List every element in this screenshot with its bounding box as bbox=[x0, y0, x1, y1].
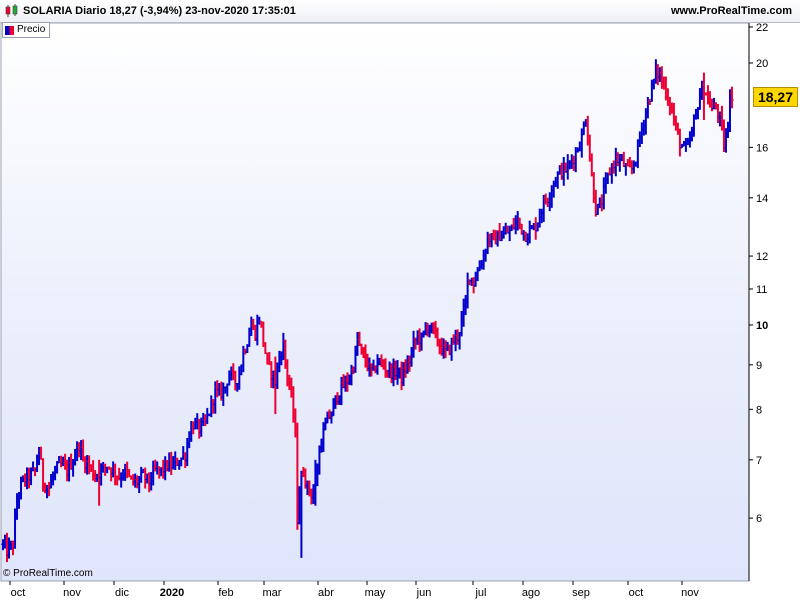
x-tick-label: may bbox=[365, 587, 386, 599]
x-tick-label: oct bbox=[11, 587, 26, 599]
legend-swatch-icon bbox=[5, 25, 14, 35]
y-tick-label: 6 bbox=[756, 513, 762, 525]
x-tick-label: ago bbox=[522, 587, 540, 599]
x-tick-label: oct bbox=[629, 587, 644, 599]
chart-title: SOLARIA Diario 18,27 (-3,94%) 23-nov-202… bbox=[23, 5, 296, 17]
x-tick-label: sep bbox=[572, 587, 590, 599]
x-tick-label: abr bbox=[318, 587, 334, 599]
ohlc-bar bbox=[729, 86, 734, 109]
x-tick-label: jun bbox=[416, 587, 432, 599]
legend-precio[interactable]: Precio bbox=[2, 22, 51, 38]
last-price-badge: 18,27 bbox=[753, 87, 798, 107]
copyright-text: © ProRealTime.com bbox=[3, 568, 93, 579]
ohlc-bars bbox=[1, 59, 734, 563]
x-tick-label: nov bbox=[681, 587, 699, 599]
y-tick-label: 8 bbox=[756, 404, 762, 416]
legend-label: Precio bbox=[17, 24, 46, 35]
x-tick-label: jul bbox=[474, 587, 486, 599]
y-tick-label: 20 bbox=[756, 58, 768, 70]
y-tick-label: 7 bbox=[756, 455, 762, 467]
x-tick-label: mar bbox=[263, 587, 282, 599]
chart-titlebar: SOLARIA Diario 18,27 (-3,94%) 23-nov-202… bbox=[0, 0, 800, 23]
x-tick-label: feb bbox=[218, 587, 233, 599]
candlestick-icon bbox=[5, 4, 18, 17]
y-tick-label: 9 bbox=[756, 360, 762, 372]
y-tick-label: 16 bbox=[756, 142, 768, 154]
y-tick-label: 10 bbox=[756, 320, 768, 332]
x-tick-label: nov bbox=[63, 587, 81, 599]
x-tick-label: dic bbox=[115, 587, 130, 599]
y-tick-label: 11 bbox=[756, 284, 767, 296]
x-axis: oct nov dic 2020 feb mar abr may jun jul ago sep oct… bbox=[9, 581, 699, 599]
site-link[interactable]: www.ProRealTime.com bbox=[670, 5, 792, 17]
y-axis: 6 7 8 9 10 11 12 14 16 20 22 bbox=[748, 22, 768, 581]
y-tick-label: 14 bbox=[756, 193, 768, 205]
x-tick-label: 2020 bbox=[160, 587, 184, 599]
y-tick-label: 12 bbox=[756, 251, 768, 263]
y-tick-label: 22 bbox=[756, 22, 768, 34]
plot-area bbox=[0, 22, 750, 582]
